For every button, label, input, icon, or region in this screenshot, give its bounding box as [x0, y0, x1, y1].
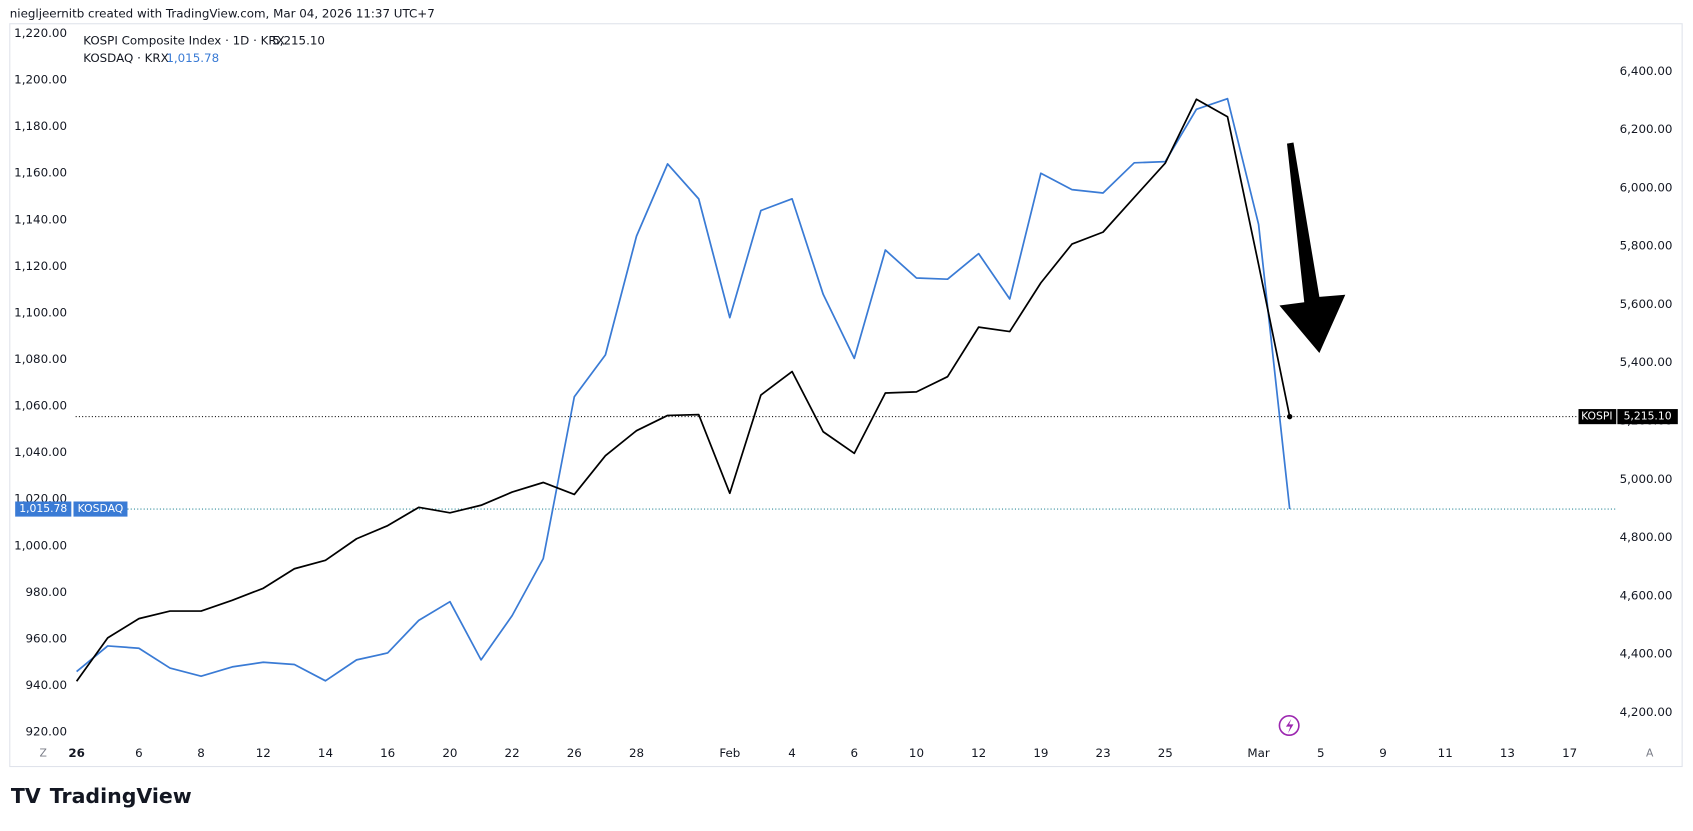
- scale-button[interactable]: Z: [40, 747, 47, 760]
- arrow-annotation: [1279, 142, 1346, 354]
- x-tick-label: 6: [850, 746, 858, 760]
- y-tick-label: 1,200.00: [14, 73, 67, 87]
- series-line: [76, 97, 1291, 682]
- last-point: [1286, 413, 1293, 420]
- x-tick-label: 20: [442, 746, 457, 760]
- x-tick-label: 23: [1096, 746, 1111, 760]
- y2-tick-label: 6,400.00: [1620, 64, 1673, 78]
- frame: [9, 23, 1683, 768]
- y-tick-label: 940.00: [26, 678, 68, 692]
- x-tick-label: 5: [1317, 746, 1325, 760]
- y2-tick-label: 5,000.00: [1620, 472, 1673, 486]
- event-icon: [1285, 719, 1294, 734]
- x-tick-label: 14: [318, 746, 333, 760]
- x-tick-label: 6: [135, 746, 143, 760]
- x-tick-label: 28: [629, 746, 644, 760]
- price-tag: [73, 501, 128, 517]
- y-tick-label: 1,160.00: [14, 166, 67, 180]
- brand-logo: 𝗧𝗩: [11, 784, 41, 808]
- x-tick-label: 10: [909, 746, 924, 760]
- y-tick-label: 1,040.00: [14, 445, 67, 459]
- x-tick-label: 8: [197, 746, 205, 760]
- y2-tick-label: 6,000.00: [1620, 180, 1673, 194]
- legend: KOSPI Composite Index · 1D · KRX 5,215.1…: [83, 34, 325, 65]
- x-tick-label: 12: [256, 746, 271, 760]
- x-tick-label: 22: [505, 746, 520, 760]
- x-tick-label: 25: [1158, 746, 1173, 760]
- y-tick-label: 1,100.00: [14, 305, 67, 319]
- x-tick-label: 11: [1438, 746, 1453, 760]
- brand: TradingView: [50, 784, 192, 808]
- price-tag: [1578, 409, 1617, 425]
- y-tick-label: 1,080.00: [14, 352, 67, 366]
- header: niegljeernitb created with TradingView.c…: [10, 7, 435, 21]
- price-tag-name: KOSPI: [1581, 410, 1613, 423]
- y-tick-label: 1,120.00: [14, 259, 67, 273]
- x-tick-label: 16: [380, 746, 395, 760]
- y-tick-label: 1,000.00: [14, 538, 67, 552]
- x-tick-label: 4: [788, 746, 796, 760]
- x-tick-label: 9: [1379, 746, 1387, 760]
- x-tick-label: 19: [1033, 746, 1048, 760]
- price-tag-value: 5,215.10: [1624, 410, 1672, 423]
- y-tick-label: 980.00: [26, 585, 68, 599]
- series-line: [75, 98, 1291, 682]
- y2-tick-label: 6,200.00: [1620, 122, 1673, 136]
- x-tick-label: 12: [971, 746, 986, 760]
- scale-button[interactable]: A: [1646, 747, 1654, 760]
- y2-tick-label: 4,400.00: [1620, 647, 1673, 661]
- y-tick-label: 1,140.00: [14, 212, 67, 226]
- legend-name: KOSPI Composite Index · 1D · KRX: [83, 34, 285, 48]
- price-tag: [1617, 409, 1678, 425]
- y-tick-label: 1,060.00: [14, 399, 67, 413]
- price-tag-value: 1,015.78: [19, 502, 67, 515]
- y2-tick-label: 5,800.00: [1620, 239, 1673, 253]
- y2-tick-label: 4,800.00: [1620, 530, 1673, 544]
- legend-value: 5,215.10: [272, 34, 325, 48]
- y-tick-label: 960.00: [26, 631, 68, 645]
- x-tick-label: Mar: [1247, 746, 1269, 760]
- y-tick-label: 920.00: [26, 725, 68, 739]
- x-tick-label: 13: [1500, 746, 1515, 760]
- y2-tick-label: 5,400.00: [1620, 355, 1673, 369]
- y-tick-label: 1,220.00: [14, 26, 67, 40]
- x-tick-label: 26: [567, 746, 582, 760]
- price-tag-name: KOSDAQ: [78, 502, 124, 515]
- legend-value: 1,015.78: [166, 51, 219, 65]
- y2-tick-label: 4,200.00: [1620, 705, 1673, 719]
- y-tick-label: 1,180.00: [14, 119, 67, 133]
- x-tick-label: 17: [1562, 746, 1577, 760]
- price-tag: [15, 501, 72, 517]
- x-tick-label: 26: [68, 746, 85, 760]
- x-tick-label: Feb: [719, 746, 740, 760]
- event-icon: [1278, 714, 1300, 737]
- legend-name: KOSDAQ · KRX: [83, 51, 169, 65]
- y2-tick-label: 4,600.00: [1620, 588, 1673, 602]
- y2-tick-label: 5,600.00: [1620, 297, 1673, 311]
